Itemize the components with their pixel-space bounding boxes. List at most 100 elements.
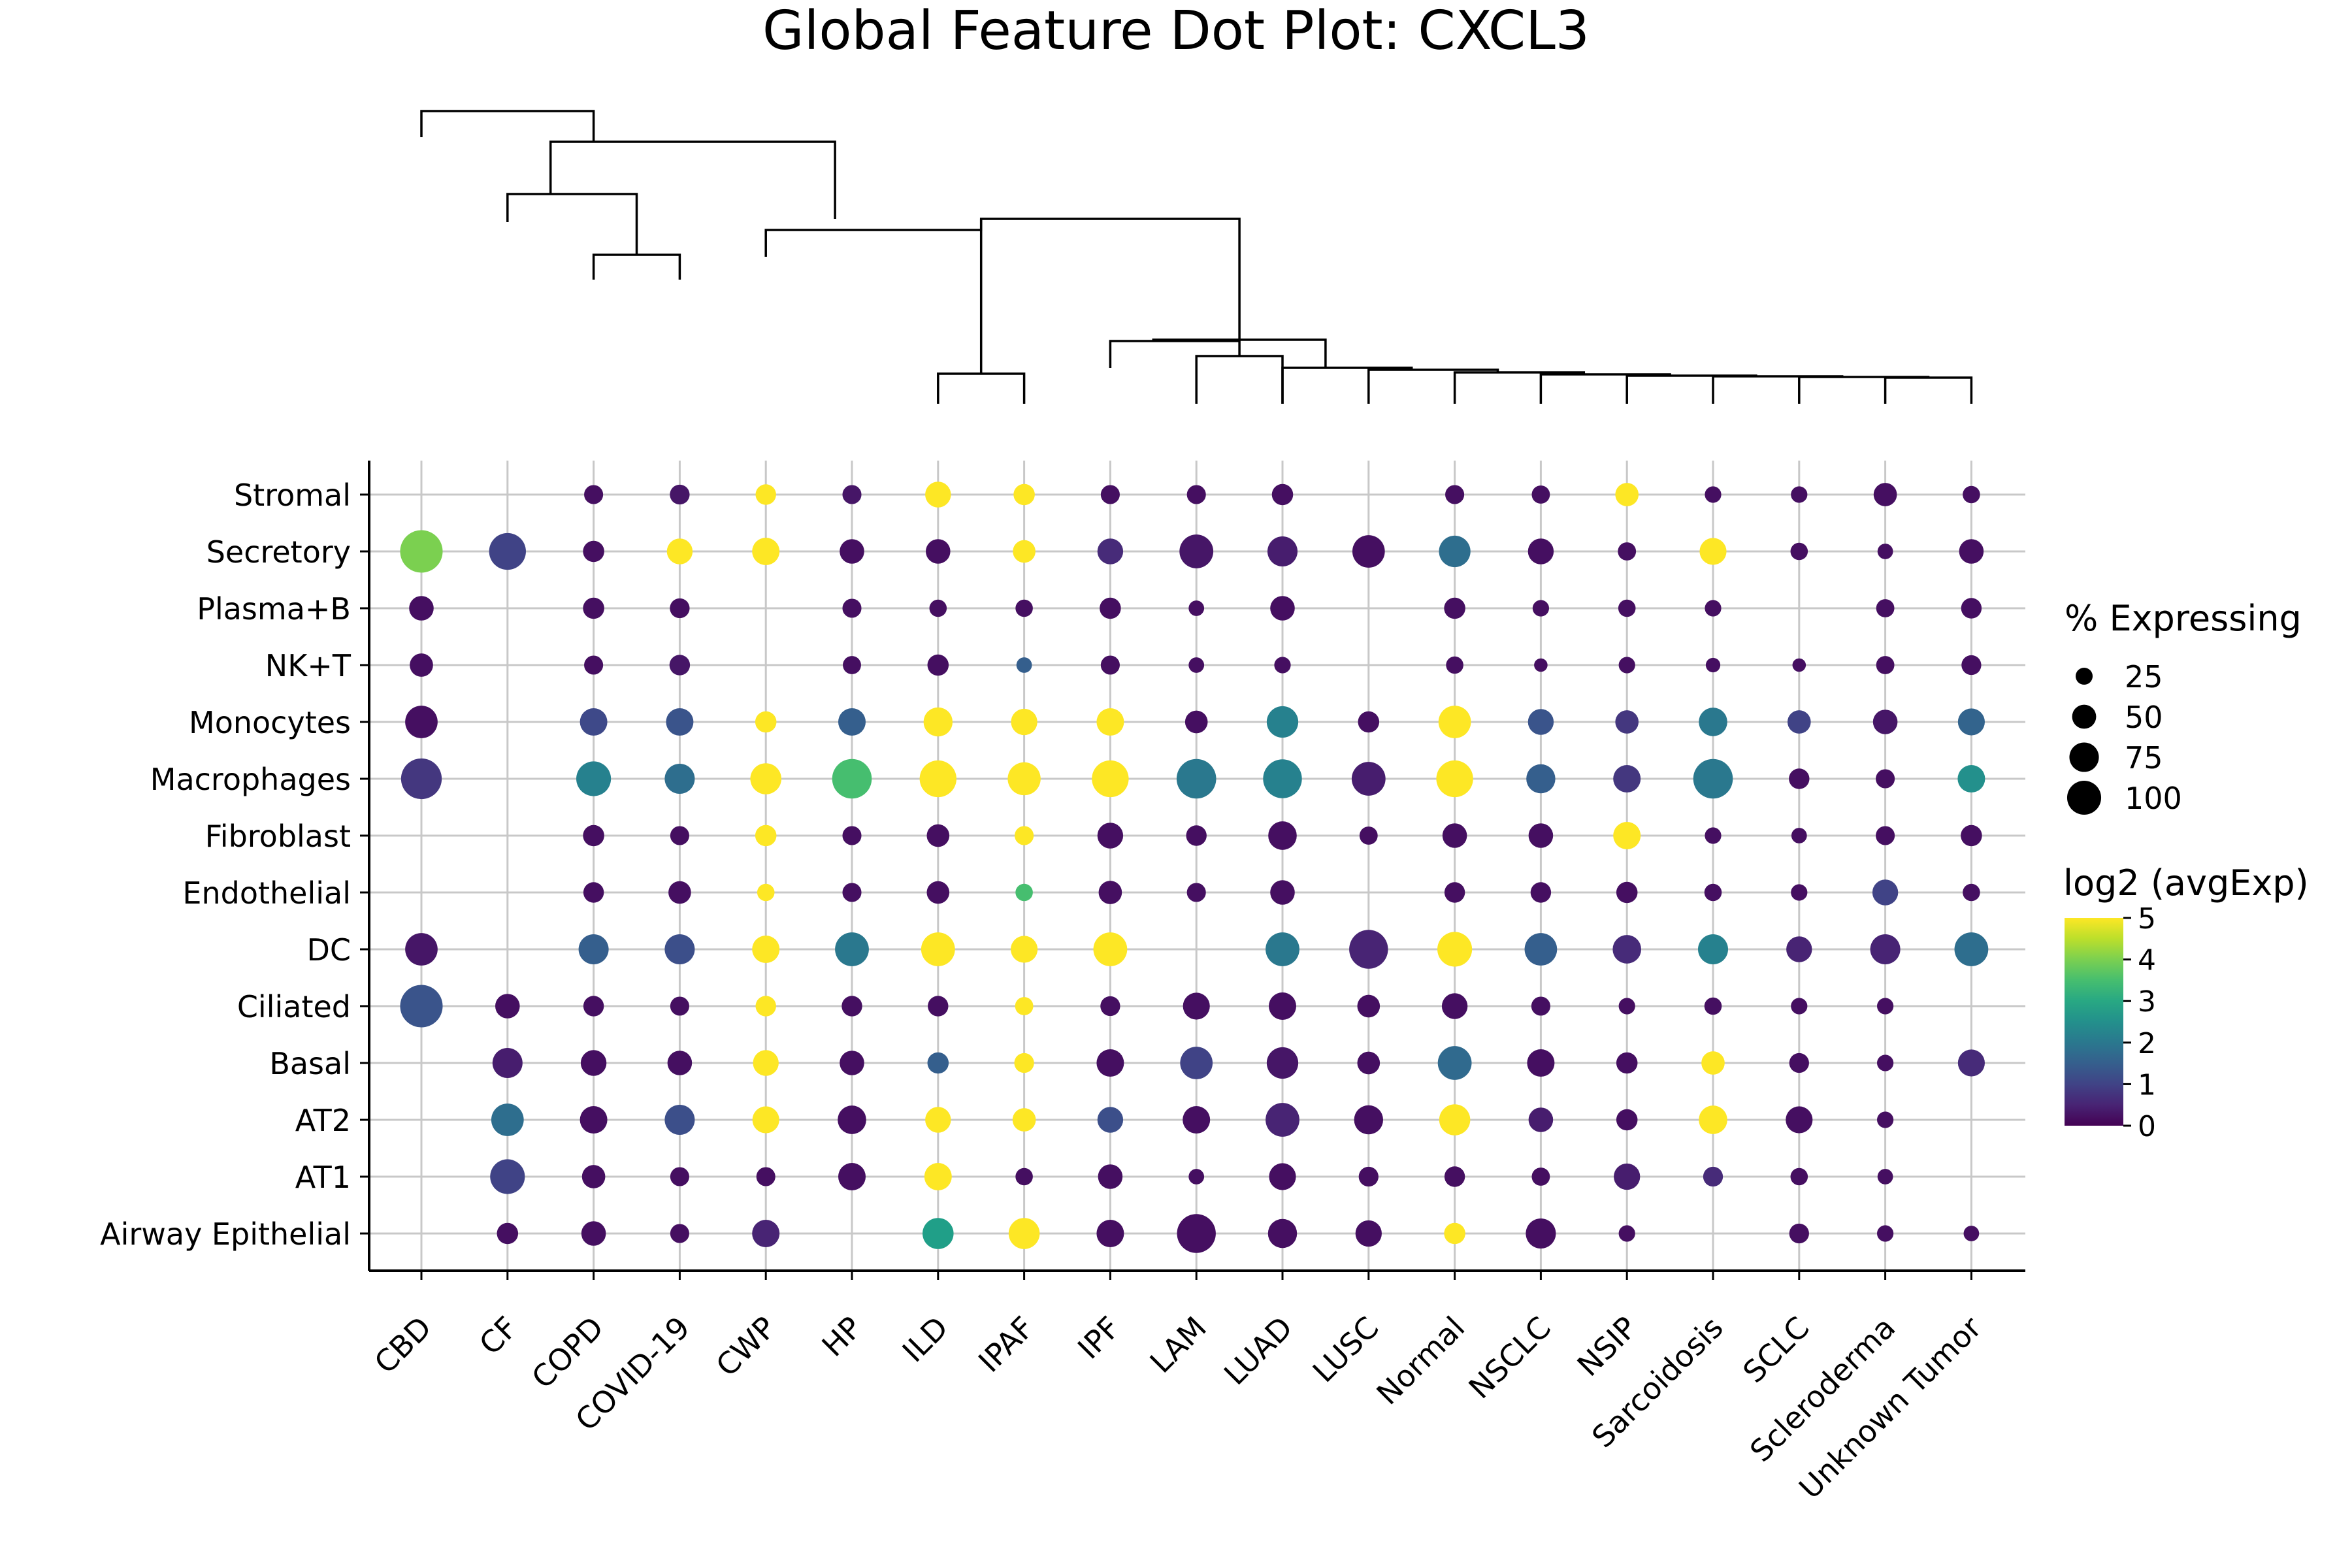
dot-covid-19-dc (664, 934, 695, 965)
color-legend: log2 (avgExp) 0 1 2 3 4 5 (2063, 862, 2309, 1143)
dot-sarcoidosis-dc (1697, 934, 1729, 965)
dot-sclc-monocytes (1787, 710, 1811, 734)
dot-cf-basal (492, 1047, 523, 1079)
dot-ild-basal (927, 1052, 949, 1074)
dot-lusc-fibroblast (1359, 826, 1378, 845)
dot-sclc-at2 (1786, 1106, 1813, 1134)
dot-unknown-tumor-fibroblast (1961, 825, 1982, 847)
dot-ipf-plasma-b (1100, 597, 1121, 619)
dot-cf-airway-epithelial (497, 1222, 519, 1245)
x-tick-label-lusc: LUSC (1306, 1310, 1386, 1390)
size-legend-dot-75 (2069, 742, 2099, 772)
x-tick-label-hp: HP (815, 1310, 869, 1364)
dot-hp-at1 (838, 1163, 866, 1190)
dot-lusc-at2 (1354, 1105, 1384, 1135)
dot-lam-stromal (1186, 485, 1206, 504)
dot-luad-nk-t (1274, 657, 1291, 674)
dendro-luad-grp (1281, 367, 1413, 404)
dot-normal-macrophages (1436, 760, 1473, 798)
dot-sarcoidosis-ciliated (1704, 997, 1722, 1015)
colorbar-label-0: 0 (2138, 1110, 2156, 1143)
dot-copd-basal (580, 1050, 607, 1076)
x-tick-label-sclc: SCLC (1736, 1310, 1816, 1390)
axes (360, 461, 2025, 1280)
dots (400, 482, 1989, 1253)
dot-nsip-airway-epithelial (1618, 1225, 1635, 1242)
colorbar-label-2: 2 (2138, 1027, 2156, 1060)
dot-ipaf-airway-epithelial (1008, 1218, 1040, 1249)
dot-nsclc-nk-t (1534, 658, 1548, 672)
x-tick-label-cwp: CWP (709, 1310, 783, 1384)
dot-sarcoidosis-at2 (1699, 1105, 1727, 1134)
dot-nsip-secretory (1618, 542, 1637, 561)
dot-cwp-fibroblast (755, 825, 777, 847)
x-tick-label-cbd: CBD (368, 1310, 438, 1380)
dot-ipaf-at2 (1012, 1108, 1036, 1132)
dot-ild-stromal (925, 482, 951, 508)
dendro-scl-unk (1884, 376, 1973, 404)
dot-normal-endothelial (1444, 882, 1465, 903)
dot-ipaf-monocytes (1011, 708, 1037, 736)
dot-scleroderma-at2 (1877, 1111, 1894, 1128)
dot-unknown-tumor-endothelial (1963, 883, 1980, 902)
dot-cwp-at2 (752, 1106, 779, 1134)
y-tick-label-at2: AT2 (295, 1103, 351, 1138)
dot-luad-plasma-b (1270, 596, 1295, 621)
dot-ild-macrophages (919, 760, 956, 798)
dot-sarcoidosis-nk-t (1705, 657, 1721, 673)
dot-normal-airway-epithelial (1444, 1222, 1465, 1245)
dot-luad-basal (1266, 1047, 1299, 1079)
size-legend-dot-100 (2066, 780, 2102, 815)
grid-lines (369, 461, 2025, 1271)
dot-hp-basal (840, 1051, 864, 1075)
dot-normal-basal (1437, 1046, 1472, 1080)
dot-lusc-ciliated (1357, 994, 1380, 1018)
size-legend-label-75: 75 (2125, 740, 2163, 776)
dot-nsip-macrophages (1613, 765, 1641, 792)
dot-nsclc-at1 (1531, 1168, 1550, 1186)
dot-lusc-monocytes (1358, 711, 1380, 733)
dendro-root (420, 110, 595, 142)
dot-hp-endothelial (842, 883, 862, 902)
dot-copd-plasma-b (583, 597, 604, 619)
dot-nsip-plasma-b (1618, 599, 1636, 617)
dendro-lusc-grp (1367, 368, 1499, 404)
size-legend-dot-25 (2075, 667, 2093, 685)
dot-normal-ciliated (1441, 993, 1468, 1019)
x-tick-label-cf: CF (472, 1310, 525, 1362)
dot-nsip-ciliated (1618, 998, 1635, 1015)
x-tick-label-normal: Normal (1370, 1310, 1472, 1412)
dot-ipaf-ciliated (1015, 997, 1034, 1015)
dot-copd-fibroblast (583, 825, 604, 847)
dot-normal-at1 (1444, 1166, 1465, 1187)
dot-hp-dc (835, 932, 869, 966)
dot-copd-stromal (584, 485, 604, 504)
dot-luad-fibroblast (1268, 821, 1297, 850)
dot-ipaf-macrophages (1007, 762, 1041, 796)
colorbar-label-3: 3 (2138, 985, 2156, 1019)
dot-ipf-fibroblast (1097, 823, 1124, 849)
dot-ipaf-at1 (1015, 1168, 1033, 1186)
dendro-hp-ild (937, 372, 1026, 404)
dot-cwp-secretory (752, 538, 780, 565)
dot-nsclc-airway-epithelial (1526, 1218, 1556, 1249)
dot-scleroderma-airway-epithelial (1877, 1225, 1894, 1242)
y-tick-label-ciliated: Ciliated (237, 989, 351, 1024)
dot-cf-at1 (490, 1159, 525, 1194)
dendro-cf-copd (506, 193, 638, 255)
dot-normal-plasma-b (1444, 597, 1465, 619)
colorbar-label-5: 5 (2138, 902, 2156, 936)
dot-hp-ciliated (841, 996, 862, 1017)
dot-unknown-tumor-secretory (1959, 539, 1984, 564)
x-tick-label-ild: ILD (896, 1310, 955, 1369)
dot-hp-secretory (840, 539, 864, 564)
dot-normal-dc (1437, 932, 1473, 967)
dot-luad-secretory (1267, 536, 1298, 567)
dot-nsclc-ciliated (1531, 996, 1550, 1016)
dot-sarcoidosis-secretory (1699, 538, 1727, 565)
dot-copd-ciliated (583, 996, 604, 1017)
dot-normal-at2 (1439, 1104, 1471, 1135)
dot-ipf-monocytes (1096, 708, 1124, 736)
